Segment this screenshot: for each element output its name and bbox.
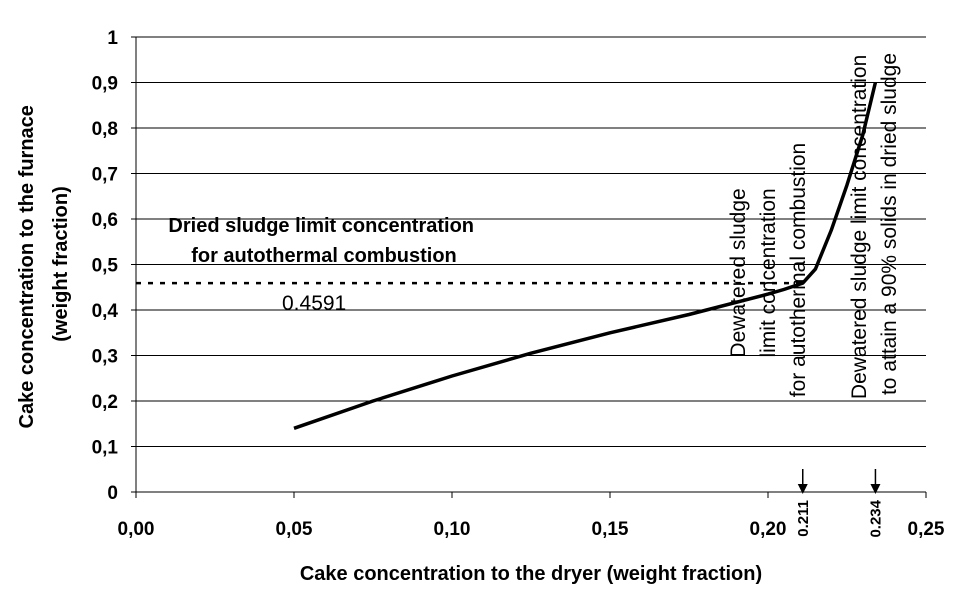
y-tick-label: 0,9 [92, 74, 118, 95]
axes [131, 36, 927, 498]
marker-label: 0.234 [867, 499, 884, 537]
y-axis-title: Cake concentration to the furnace (weigh… [16, 100, 72, 429]
dried-limit-annotation: Dried sludge limit concentration for aut… [168, 215, 479, 267]
dried-limit-line-2: for autothermal combustion [191, 245, 457, 267]
grid-lines [136, 36, 926, 447]
y-tick-label: 0,1 [92, 438, 119, 459]
marker-group: 0.211 0.234 [795, 469, 884, 538]
y-tick-label: 0,3 [92, 347, 118, 368]
x-tick-label: 0,05 [276, 519, 313, 540]
x-tick-labels: 0,00 0,05 0,10 0,15 0,20 0,25 [118, 519, 945, 540]
ref-value-label: 0.4591 [282, 292, 346, 315]
y-tick-labels: 0 0,1 0,2 0,3 0,4 0,5 0,6 0,7 0,8 0,9 1 [92, 28, 119, 504]
y-axis-title-line-1: Cake concentration to the furnace [16, 105, 38, 428]
x-axis-title: Cake concentration to the dryer (weight … [300, 563, 762, 585]
series-group [293, 82, 878, 430]
dried-limit-line-1: Dried sludge limit concentration [168, 215, 474, 237]
dewatered-autothermal-line-2: limit concentration [757, 188, 780, 357]
dewatered-autothermal-line-1: Dewatered sludge [727, 188, 750, 357]
dewatered-autothermal-annotation: Dewatered sludge limit concentration for… [727, 143, 810, 397]
dewatered-90-annotation: Dewatered sludge limit concentration to … [848, 49, 901, 399]
x-tick-label: 0,25 [908, 519, 945, 540]
y-tick-label: 1 [107, 28, 118, 49]
y-tick-label: 0,5 [92, 256, 119, 277]
marker-label: 0.211 [795, 500, 812, 537]
y-tick-label: 0,6 [92, 210, 118, 231]
x-tick-label: 0,20 [750, 519, 787, 540]
marker-arrow-head [870, 484, 881, 494]
series-line [293, 82, 878, 430]
y-tick-label: 0,7 [92, 165, 118, 186]
marker-arrow-head [797, 484, 808, 494]
y-tick-label: 0,8 [92, 119, 118, 140]
y-tick-label: 0,4 [92, 301, 119, 322]
y-tick-label: 0,2 [92, 392, 118, 413]
dewatered-90-line-2: to attain a 90% solids in dried sludge [878, 53, 901, 395]
x-tick-label: 0,00 [118, 519, 155, 540]
y-axis-title-line-2: (weight fraction) [50, 186, 72, 342]
x-tick-label: 0,10 [434, 519, 471, 540]
x-tick-label: 0,15 [592, 519, 629, 540]
dewatered-autothermal-line-3: for autothermal combustion [787, 143, 810, 397]
y-tick-label: 0 [107, 483, 118, 504]
dewatered-90-line-1: Dewatered sludge limit concentration [848, 55, 871, 399]
